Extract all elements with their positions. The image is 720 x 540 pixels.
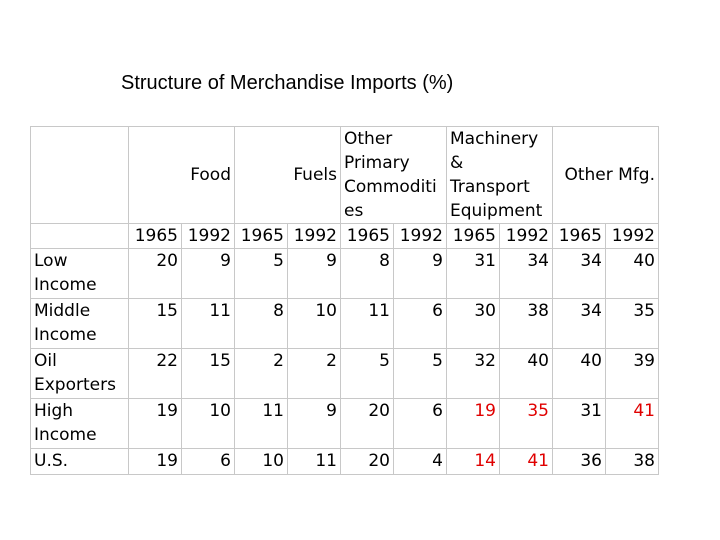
table-cell: 10 [234, 448, 288, 475]
table-row: U.S. 19 6 10 11 20 4 14 41 36 38 [30, 448, 659, 475]
table-cell: 10 [181, 398, 235, 449]
year-header: 1992 [499, 223, 553, 249]
category-header: Other Mfg. [552, 126, 659, 224]
table-cell: 41 [605, 398, 659, 449]
table-cell: 9 [181, 248, 235, 299]
year-header: 1965 [446, 223, 500, 249]
table-cell: 11 [181, 298, 235, 349]
table-cell: 8 [340, 248, 394, 299]
table-row: High Income 19 10 11 9 20 6 19 35 31 41 [30, 398, 659, 449]
year-header: 1965 [234, 223, 288, 249]
corner-cell [30, 126, 129, 224]
year-header: 1965 [128, 223, 182, 249]
category-header: Food [128, 126, 235, 224]
table-cell: 20 [128, 248, 182, 299]
year-header: 1992 [287, 223, 341, 249]
table-cell: 31 [446, 248, 500, 299]
table-cell: 2 [287, 348, 341, 399]
table-cell: 5 [340, 348, 394, 399]
year-header: 1992 [181, 223, 235, 249]
table-cell: 14 [446, 448, 500, 475]
table-cell: 39 [605, 348, 659, 399]
table-cell: 20 [340, 448, 394, 475]
table-cell: 11 [340, 298, 394, 349]
table-cell: 19 [446, 398, 500, 449]
table-cell: 5 [234, 248, 288, 299]
row-label: Low Income [30, 248, 129, 299]
table-cell: 19 [128, 448, 182, 475]
year-header: 1965 [552, 223, 606, 249]
table-cell: 41 [499, 448, 553, 475]
table-cell: 35 [605, 298, 659, 349]
table-cell: 6 [393, 298, 447, 349]
table-cell: 6 [181, 448, 235, 475]
imports-table: Food Fuels Other Primary Commoditi es Machiner… [30, 126, 659, 475]
table-cell: 9 [287, 248, 341, 299]
table-cell: 38 [605, 448, 659, 475]
table-row: Middle Income 15 11 8 10 11 6 30 38 34 35 [30, 298, 659, 349]
table-cell: 2 [234, 348, 288, 399]
category-header: Machinery & Transport Equipment [446, 126, 553, 224]
table-cell: 15 [128, 298, 182, 349]
table-cell: 6 [393, 398, 447, 449]
table-cell: 34 [552, 248, 606, 299]
category-header: Fuels [234, 126, 341, 224]
row-label: Middle Income [30, 298, 129, 349]
table-cell: 32 [446, 348, 500, 399]
table-cell: 9 [393, 248, 447, 299]
table-cell: 19 [128, 398, 182, 449]
table-cell: 36 [552, 448, 606, 475]
year-header: 1965 [340, 223, 394, 249]
table-cell: 22 [128, 348, 182, 399]
category-header-row: Food Fuels Other Primary Commoditi es Machiner… [30, 126, 659, 224]
table-cell: 5 [393, 348, 447, 399]
table-cell: 15 [181, 348, 235, 399]
table-cell: 35 [499, 398, 553, 449]
table-cell: 34 [499, 248, 553, 299]
row-label: High Income [30, 398, 129, 449]
table-cell: 30 [446, 298, 500, 349]
table-cell: 4 [393, 448, 447, 475]
table-row: Low Income 20 9 5 9 8 9 31 34 34 40 [30, 248, 659, 299]
year-header: 1992 [605, 223, 659, 249]
table-cell: 40 [552, 348, 606, 399]
row-label: U.S. [30, 448, 129, 475]
year-row-label-cell [30, 223, 129, 249]
table-row: Oil Exporters 22 15 2 2 5 5 32 40 40 39 [30, 348, 659, 399]
row-label: Oil Exporters [30, 348, 129, 399]
year-header: 1992 [393, 223, 447, 249]
table-cell: 31 [552, 398, 606, 449]
table-cell: 10 [287, 298, 341, 349]
table-cell: 40 [499, 348, 553, 399]
category-header: Other Primary Commoditi es [340, 126, 447, 224]
table-cell: 11 [234, 398, 288, 449]
table-cell: 38 [499, 298, 553, 349]
table-cell: 34 [552, 298, 606, 349]
year-header-row: 1965 1992 1965 1992 1965 1992 1965 1992 1965 1992 [30, 223, 659, 249]
table-cell: 9 [287, 398, 341, 449]
table-cell: 8 [234, 298, 288, 349]
page-title: Structure of Merchandise Imports (%) [121, 72, 454, 94]
table-cell: 20 [340, 398, 394, 449]
table-cell: 40 [605, 248, 659, 299]
table-cell: 11 [287, 448, 341, 475]
